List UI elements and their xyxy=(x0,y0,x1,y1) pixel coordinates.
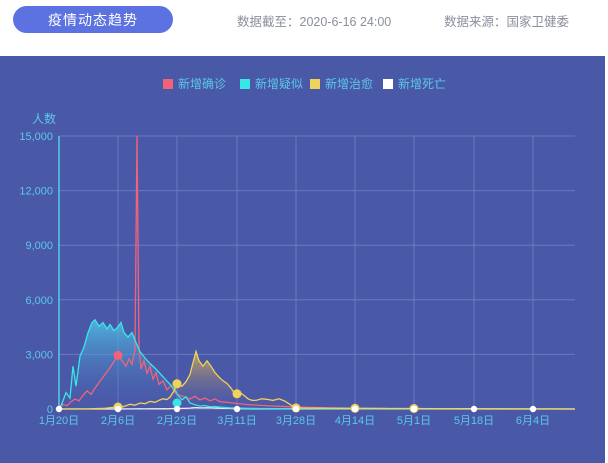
svg-text:4月14日: 4月14日 xyxy=(335,415,375,427)
svg-text:15,000: 15,000 xyxy=(19,131,53,143)
svg-text:3月28日: 3月28日 xyxy=(276,415,316,427)
svg-text:12,000: 12,000 xyxy=(19,186,53,198)
svg-text:5月1日: 5月1日 xyxy=(397,415,431,427)
svg-text:6,000: 6,000 xyxy=(25,295,53,307)
svg-text:2月23日: 2月23日 xyxy=(157,415,197,427)
svg-text:2月6日: 2月6日 xyxy=(101,415,135,427)
svg-text:3,000: 3,000 xyxy=(25,349,53,361)
svg-text:9,000: 9,000 xyxy=(25,240,53,252)
svg-text:6月4日: 6月4日 xyxy=(516,415,550,427)
svg-text:3月11日: 3月11日 xyxy=(217,415,257,427)
svg-text:5月18日: 5月18日 xyxy=(454,415,494,427)
svg-text:1月20日: 1月20日 xyxy=(39,415,79,427)
